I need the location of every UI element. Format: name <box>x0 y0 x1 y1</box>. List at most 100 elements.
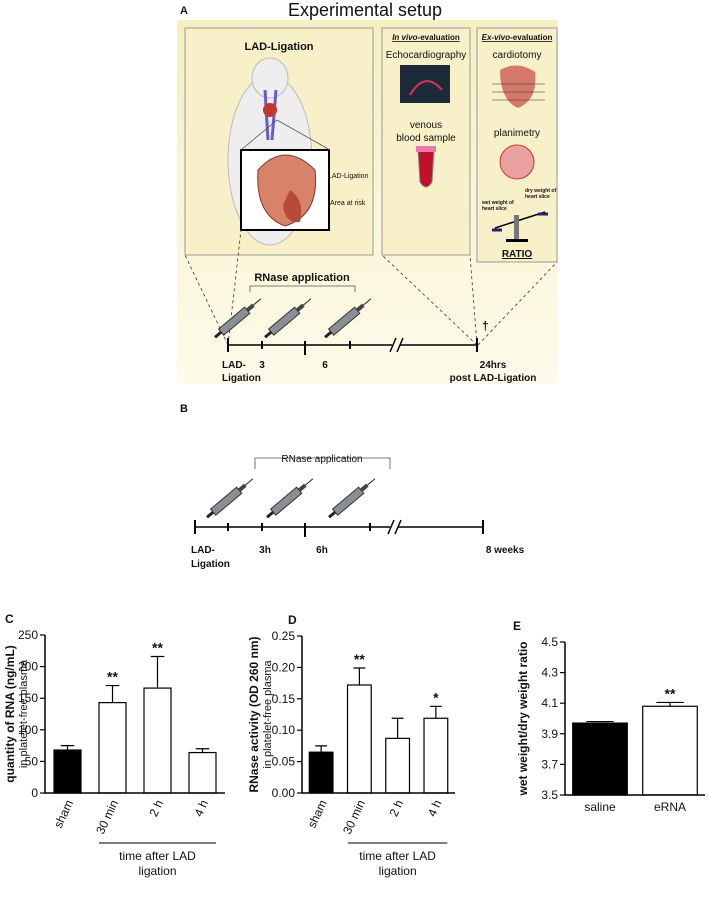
bar <box>572 722 628 796</box>
method-label: planimetry <box>494 128 540 139</box>
scale-label-line: heart slice <box>525 194 550 200</box>
area-at-risk <box>283 190 302 223</box>
y-tick-label: 3.9 <box>541 727 558 741</box>
significance: ** <box>152 639 163 655</box>
bracket <box>254 457 391 469</box>
heart-label: LAD-Ligation <box>328 173 369 180</box>
y-axis-label: in platelet-free plasma <box>262 660 274 769</box>
x-tick-label: sham <box>51 798 76 831</box>
y-tick-label: 0.10 <box>272 723 296 737</box>
y-tick-label: 0.05 <box>272 755 296 769</box>
method-label: venous <box>410 120 442 131</box>
x-tick-label: 4 h <box>191 798 211 819</box>
method-label: blood sample <box>396 133 456 144</box>
error-bar <box>315 745 328 753</box>
x-tick-label: 30 min <box>93 798 121 837</box>
blood-tube <box>417 149 435 188</box>
y-tick-label: 0.25 <box>272 629 296 643</box>
ratio-label: RATIO <box>502 249 533 260</box>
timeline <box>194 519 484 537</box>
error-bar <box>195 748 210 753</box>
y-tick-label: 150 <box>18 691 38 705</box>
title-part: -evaluation <box>418 33 460 42</box>
error-bar <box>586 720 614 724</box>
box-title: LAD-Ligation <box>244 41 313 53</box>
echo-image <box>400 65 450 103</box>
y-tick-label: 3.7 <box>541 757 558 771</box>
rnase-label: RNase application <box>254 272 350 284</box>
y-axis-label: wet weight/dry weight ratio <box>516 641 530 796</box>
x-axis-label: time after LAD <box>359 849 436 863</box>
y-tick-label: 3.5 <box>541 788 558 802</box>
error-bar <box>60 745 75 751</box>
axes <box>44 635 225 794</box>
significance: ** <box>354 651 365 667</box>
bar <box>346 684 372 794</box>
y-tick-label: 0 <box>31 786 38 800</box>
error-bar <box>353 667 366 685</box>
planimetry-slice <box>499 144 535 180</box>
bracket <box>249 285 356 292</box>
label-line: post LAD-Ligation <box>450 373 537 384</box>
label-line: LAD- <box>191 545 215 556</box>
panel-label: A <box>180 5 188 17</box>
scale-label-line: heart slice <box>482 206 507 212</box>
x-axis-label: time after LAD <box>119 849 196 863</box>
timeline-label: LAD- Ligation <box>191 545 230 570</box>
y-tick-label: 4.5 <box>541 635 558 649</box>
box-title: In vivo-evaluation <box>392 33 460 42</box>
y-axis-label: quantity of RNA (ng/mL) <box>3 645 17 783</box>
axes <box>564 642 705 796</box>
scale-label-line: dry weight of <box>525 188 556 194</box>
timeline-label: 3 <box>259 360 265 371</box>
panel-label: C <box>5 612 14 626</box>
y-axis-label: in platelet-free plasma <box>18 659 30 768</box>
x-tick-label: eRNA <box>654 800 686 814</box>
y-tick-label: 50 <box>25 754 39 768</box>
error-bar <box>105 684 120 703</box>
x-axis-label: ligation <box>379 864 417 878</box>
title-part: In vivo <box>392 33 417 42</box>
timeline-label: 6h <box>316 545 328 556</box>
significance: ** <box>107 669 118 685</box>
y-tick-label: 100 <box>18 723 38 737</box>
label-line: Ligation <box>222 373 261 384</box>
bar <box>143 687 172 794</box>
scale-label-line: wet weight of <box>481 200 514 206</box>
method-label: cardiotomy <box>493 50 542 61</box>
error-bar <box>391 717 404 739</box>
panel-title: Experimental setup <box>288 0 442 20</box>
method-label: Echocardiography <box>386 50 467 61</box>
bar <box>188 751 217 794</box>
panel-label: B <box>180 403 188 415</box>
axes <box>301 636 455 794</box>
title-part: -evaluation <box>510 33 552 42</box>
title-part: Ex-vivo <box>482 33 511 42</box>
box-title: Ex-vivo-evaluation <box>482 33 553 42</box>
heart-slices <box>500 65 536 108</box>
y-tick-label: 0.15 <box>272 692 296 706</box>
timeline-label: 8 weeks <box>486 545 525 556</box>
error-bar <box>150 655 165 689</box>
heart-label: Area at risk <box>330 200 366 207</box>
timeline-label: 3h <box>259 545 271 556</box>
error-bar <box>656 701 684 707</box>
significance: ** <box>665 685 676 701</box>
label-line: Ligation <box>191 559 230 570</box>
timeline <box>227 337 478 355</box>
scale-label: dry weight of heart slice <box>525 188 556 200</box>
x-tick-label: sham <box>305 798 330 831</box>
death-marker: † <box>482 319 489 333</box>
x-tick-label: 2 h <box>146 798 166 819</box>
timeline-label: 24hrs post LAD-Ligation <box>450 360 537 384</box>
panel-label: E <box>513 619 521 633</box>
bar <box>423 717 449 794</box>
bar <box>308 751 334 794</box>
y-tick-label: 4.1 <box>541 696 558 710</box>
error-bar <box>429 705 442 719</box>
bar <box>98 702 127 794</box>
x-tick-label: 30 min <box>340 798 368 837</box>
y-tick-label: 4.3 <box>541 666 558 680</box>
x-tick-label: 2 h <box>386 798 406 819</box>
x-tick-label: 4 h <box>425 798 445 819</box>
